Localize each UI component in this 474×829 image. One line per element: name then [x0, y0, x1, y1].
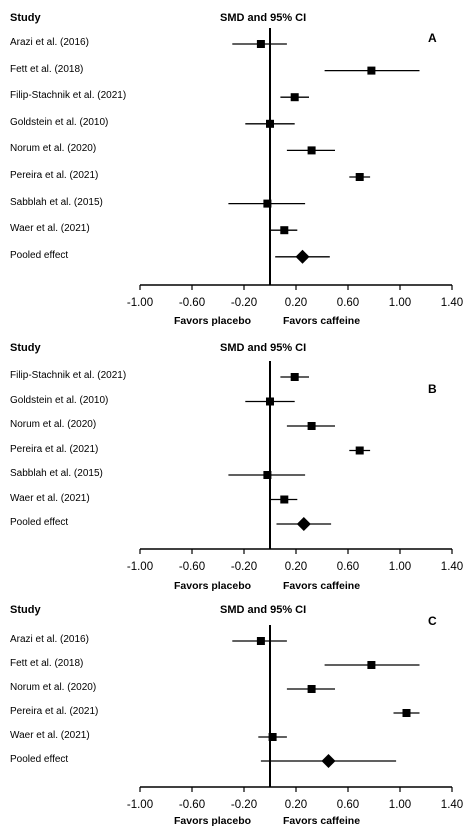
effect-size-marker [266, 397, 274, 406]
x-tick-label: 1.40 [440, 297, 464, 309]
effect-size-marker [268, 733, 277, 741]
study-label: Waer et al. (2021) [10, 730, 90, 741]
study-label: Arazi et al. (2016) [10, 634, 89, 645]
study-label: Waer et al. (2021) [10, 492, 90, 504]
x-tick-label: 1.00 [388, 799, 412, 811]
x-tick-label: -0.20 [230, 561, 258, 573]
favors-placebo-label: Favors placebo [174, 580, 252, 592]
pooled-effect-label: Pooled effect [10, 249, 69, 261]
forest-plot-svg [139, 625, 453, 792]
effect-column-header: SMD and 95% CI [220, 12, 307, 24]
x-tick-label: 0.60 [336, 799, 360, 811]
panel-label: C [428, 614, 437, 628]
forest-plot-b: Study SMD and 95% CI B -1.00 -0.60 -0.20 0.20 0… [0, 332, 474, 594]
study-label: Goldstein et al. (2010) [10, 116, 109, 128]
effect-column-header: SMD and 95% CI [220, 342, 307, 354]
study-label: Fett et al. (2018) [10, 658, 84, 669]
effect-size-marker [266, 119, 274, 128]
effect-size-marker [290, 93, 299, 102]
study-label: Goldstein et al. (2010) [10, 394, 109, 406]
study-label: Arazi et al. (2016) [10, 37, 89, 48]
study-label: Norum et al. (2020) [10, 419, 97, 430]
effect-size-marker [355, 173, 364, 181]
x-tick-label: -0.20 [230, 799, 258, 811]
favors-caffeine-label: Favors caffeine [283, 580, 361, 592]
effect-size-marker [367, 661, 376, 669]
x-tick-label: 0.60 [336, 561, 360, 573]
panel-label: B [428, 382, 437, 396]
study-column-header: Study [10, 342, 41, 354]
study-label: Filip-Stachnik et al. (2021) [10, 370, 127, 381]
pooled-effect-label: Pooled effect [10, 517, 69, 528]
study-label: Filip-Stachnik et al. (2021) [10, 90, 127, 102]
study-label: Norum et al. (2020) [10, 143, 97, 155]
effect-size-marker [256, 40, 265, 48]
effect-size-marker [280, 495, 289, 504]
x-tick-label: 1.40 [440, 561, 464, 573]
effect-size-marker [367, 66, 376, 75]
effect-size-marker [256, 637, 265, 645]
effect-size-marker [402, 709, 411, 717]
effect-size-marker [307, 422, 316, 430]
panel-label: A [428, 31, 437, 45]
favors-placebo-label: Favors placebo [174, 815, 252, 827]
study-label: Pereira et al. (2021) [10, 706, 99, 717]
study-label: Norum et al. (2020) [10, 682, 97, 693]
pooled-effect-diamond [295, 249, 310, 264]
effect-size-marker [263, 471, 272, 479]
x-tick-label: -0.60 [178, 561, 206, 573]
x-tick-label: 1.00 [388, 561, 412, 573]
x-tick-label: 0.60 [336, 297, 360, 309]
effect-size-marker [280, 226, 289, 235]
pooled-effect-label: Pooled effect [10, 754, 69, 765]
x-tick-label: 0.20 [284, 297, 308, 309]
study-label: Waer et al. (2021) [10, 223, 90, 235]
study-label: Sabblah et al. (2015) [10, 196, 103, 208]
favors-caffeine-label: Favors caffeine [283, 315, 361, 327]
forest-plot-a: Study SMD and 95% CI A -1.00 -0.60 -0.20 0.20 0… [0, 0, 474, 330]
effect-size-marker [307, 685, 316, 693]
forest-plot-c: Study SMD and 95% CI C -1.00 -0.60 -0.20 0.20 0… [0, 597, 474, 829]
study-label: Pereira et al. (2021) [10, 443, 99, 455]
x-tick-label: -1.00 [126, 561, 154, 573]
favors-placebo-label: Favors placebo [174, 315, 252, 327]
study-column-header: Study [10, 12, 41, 24]
effect-column-header: SMD and 95% CI [220, 604, 307, 616]
x-tick-label: 1.40 [440, 799, 464, 811]
study-label: Sabblah et al. (2015) [10, 468, 103, 479]
x-tick-label: 0.20 [284, 799, 308, 811]
study-label: Pereira et al. (2021) [10, 170, 99, 181]
effect-size-marker [263, 199, 272, 208]
x-tick-label: -0.60 [178, 297, 206, 309]
forest-plot-svg [139, 28, 453, 290]
favors-caffeine-label: Favors caffeine [283, 815, 361, 827]
x-tick-label: -0.60 [178, 799, 206, 811]
study-label: Fett et al. (2018) [10, 63, 84, 75]
pooled-effect-diamond [296, 517, 311, 531]
x-tick-label: -1.00 [126, 297, 154, 309]
pooled-effect-diamond [321, 754, 336, 768]
effect-size-marker [307, 146, 316, 155]
x-tick-label: 1.00 [388, 297, 412, 309]
forest-plot-svg [139, 361, 453, 554]
x-tick-label: 0.20 [284, 561, 308, 573]
effect-size-marker [290, 373, 299, 381]
effect-size-marker [355, 446, 364, 455]
study-column-header: Study [10, 604, 41, 616]
x-tick-label: -0.20 [230, 297, 258, 309]
x-tick-label: -1.00 [126, 799, 154, 811]
